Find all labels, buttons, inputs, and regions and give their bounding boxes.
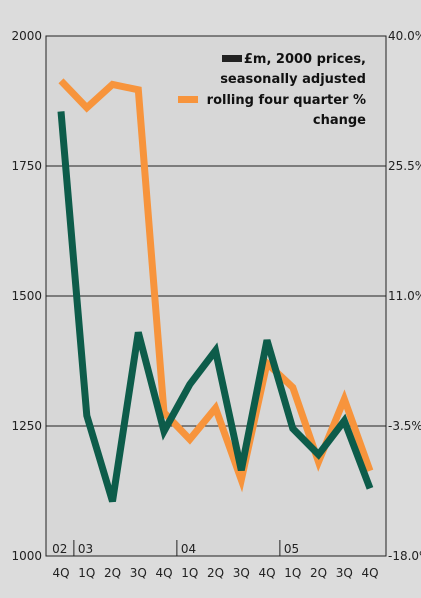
- legend-label-level-line2: seasonally adjusted: [220, 72, 366, 87]
- x-axis-tick-label: 4Q: [361, 566, 378, 580]
- x-axis-tick-label: 4Q: [155, 566, 172, 580]
- x-axis-tick-label: 4Q: [258, 566, 275, 580]
- right-axis-tick-label: -18.0%: [388, 549, 421, 563]
- right-axis-tick-label: 11.0%: [388, 289, 421, 303]
- right-axis-tick-label: 40.0%: [388, 29, 421, 43]
- left-axis-tick-label: 2000: [11, 29, 42, 43]
- right-axis-tick-label: -3.5%: [388, 419, 421, 433]
- x-axis-tick-label: 3Q: [233, 566, 250, 580]
- year-label: 05: [284, 542, 299, 556]
- x-axis-tick-label: 2Q: [104, 566, 121, 580]
- left-axis-tick-label: 1000: [11, 549, 42, 563]
- x-axis-tick-label: 4Q: [52, 566, 69, 580]
- year-label: 02: [52, 542, 67, 556]
- x-axis-tick-label: 1Q: [181, 566, 198, 580]
- legend-label-pct-change-line1: rolling four quarter %: [207, 93, 366, 108]
- right-axis-tick-label: 25.5%: [388, 159, 421, 173]
- year-label: 04: [181, 542, 196, 556]
- x-axis-tick-label: 1Q: [78, 566, 95, 580]
- left-axis-tick-label: 1250: [11, 419, 42, 433]
- x-axis-tick-label: 3Q: [336, 566, 353, 580]
- legend-swatch-pct-change: [178, 96, 198, 103]
- legend-label-level-line1: £m, 2000 prices,: [244, 52, 366, 67]
- left-axis-tick-label: 1750: [11, 159, 42, 173]
- x-axis-tick-label: 1Q: [284, 566, 301, 580]
- left-axis-tick-label: 1500: [11, 289, 42, 303]
- x-axis-tick-label: 2Q: [310, 566, 327, 580]
- x-axis-tick-label: 3Q: [130, 566, 147, 580]
- legend-label-pct-change-line2: change: [313, 113, 366, 128]
- legend-swatch-level: [222, 55, 242, 62]
- x-axis-tick-label: 2Q: [207, 566, 224, 580]
- year-label: 03: [78, 542, 93, 556]
